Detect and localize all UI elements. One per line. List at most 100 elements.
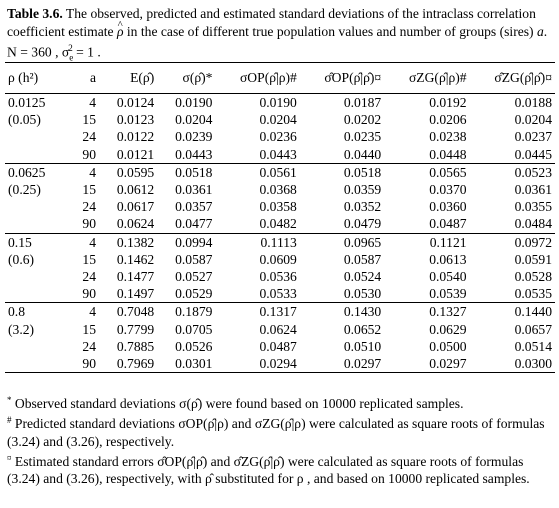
cell-a: 24 [82,129,96,145]
group-empty-cell [5,128,69,145]
table-caption: Table 3.6. The observed, predicted and e… [7,5,552,67]
cell-e: 0.1477 [116,269,155,285]
cell-zg: 0.0448 [384,145,470,164]
cell-op: 0.0624 [259,321,297,337]
caption-rho-hat: ρ [117,23,124,41]
footnote-3-mark: ¤ [7,452,12,463]
cell-zgh: 0.0514 [514,338,552,354]
caption-sup: 2 [68,43,73,53]
table-row: 0.8 4 0.7048 0.1879 0.1317 0.1430 0.1327 0.1440 [5,303,555,321]
cell-zgh: 0.0355 [514,199,552,215]
cell-op: 0.0482 [215,215,300,234]
cell-s: 0.0529 [157,285,216,304]
group-rho: 0.0125 [8,95,46,110]
caption-text-1: The observed, predicted and estimated st… [7,6,536,39]
footnote-3: ¤ Estimated standard errors σ̂OP(ρ̂|ρ̂) … [7,450,555,488]
cell-oph: 0.0524 [343,269,382,285]
cell-s: 0.1879 [175,304,213,320]
caption-text-4: = 1 . [72,44,101,60]
table-row: 90 0.7969 0.0301 0.0294 0.0297 0.0297 0.0300 [5,355,555,374]
cell-zg: 0.0500 [429,338,467,354]
cell-e: 0.1382 [116,234,155,250]
group-h2: (0.6) [8,251,35,267]
cell-e: 0.0123 [116,112,155,128]
cell-oph: 0.0965 [343,234,382,250]
caption-a: a [536,23,544,39]
group-rho: 0.15 [8,234,32,250]
cell-e: 0.7048 [116,304,155,320]
cell-oph: 0.0235 [343,129,382,145]
cell-op: 0.0204 [259,112,297,128]
cell-oph: 0.0187 [343,95,382,110]
cell-zgh: 0.0237 [514,129,552,145]
caption-text-2: in the case of different true population… [123,23,537,39]
footnote-2-text: Predicted standard deviations σOP(ρ̂|ρ) … [7,416,545,449]
group-empty-cell [5,338,69,355]
cell-oph: 0.0440 [299,145,385,164]
cell-oph: 0.0518 [343,164,382,180]
header-sigma-op: σOP(ρ̂|ρ)# [215,62,300,94]
cell-oph: 0.0202 [343,112,382,128]
caption-sub: e [69,52,74,63]
cell-op: 0.0536 [259,269,297,285]
cell-op: 0.0609 [259,251,297,267]
table-row: 90 0.0121 0.0443 0.0443 0.0440 0.0448 0.0445 [5,145,555,164]
cell-oph: 0.0297 [299,355,385,374]
table-row: (0.25) 15 0.0612 0.0361 0.0368 0.0359 0.0370 0.… [5,181,555,198]
cell-s: 0.0527 [175,269,213,285]
group-empty-cell [5,198,69,215]
caption-label: Table 3.6. [7,6,63,21]
footnote-1: * Observed standard deviations σ(ρ̂) wer… [7,392,555,412]
cell-op: 0.0368 [259,182,297,198]
cell-oph: 0.0652 [343,321,382,337]
cell-op: 0.0358 [259,199,297,215]
group-h2: (0.05) [8,112,41,128]
header-rho-h2: ρ (h²) [5,62,69,94]
cell-zg: 0.0613 [429,251,467,267]
cell-zgh: 0.0535 [469,285,555,304]
cell-zgh: 0.0300 [469,355,555,374]
group-empty-cell [5,215,69,234]
table-row: (3.2) 15 0.7799 0.0705 0.0624 0.0652 0.0629 0.0… [5,321,555,338]
caption-text-3: . N = 360 , σ [7,23,548,60]
cell-zgh: 0.0188 [514,95,552,110]
cell-op: 0.0561 [259,164,297,180]
table-row: 90 0.1497 0.0529 0.0533 0.0530 0.0539 0.0535 [5,285,555,304]
cell-e: 0.0122 [116,129,155,145]
table-row: (0.6) 15 0.1462 0.0587 0.0609 0.0587 0.0613 0.0… [5,251,555,268]
table-row: 24 0.7885 0.0526 0.0487 0.0510 0.0500 0.0514 [5,338,555,355]
cell-a: 15 [82,182,96,198]
cell-s: 0.0994 [175,234,213,250]
cell-zgh: 0.0523 [514,164,552,180]
cell-oph: 0.0352 [343,199,382,215]
cell-a: 90 [69,285,99,304]
group-empty-cell [5,355,69,374]
cell-a: 4 [89,95,96,110]
cell-s: 0.0443 [157,145,216,164]
cell-s: 0.0477 [157,215,216,234]
cell-zgh: 0.0484 [469,215,555,234]
results-table: ρ (h²) a E(ρ̂) σ(ρ̂)* σOP(ρ̂|ρ)# σ̂OP(ρ̂… [5,62,555,374]
cell-e: 0.7969 [99,355,158,374]
cell-s: 0.0357 [175,199,213,215]
cell-zg: 0.0539 [384,285,470,304]
group-empty-cell [5,145,69,164]
cell-e: 0.0124 [116,95,155,110]
cell-s: 0.0361 [175,182,213,198]
cell-s: 0.0239 [175,129,213,145]
cell-a: 15 [82,321,96,337]
cell-op: 0.0487 [259,338,297,354]
cell-e: 0.0612 [116,182,155,198]
group-h2: (0.25) [8,182,41,198]
footnote-1-text: Observed standard deviations σ(ρ̂) were … [11,396,464,411]
cell-a: 24 [82,269,96,285]
group-h2: (3.2) [8,321,35,337]
cell-zgh: 0.0361 [514,182,552,198]
cell-zgh: 0.0528 [514,269,552,285]
cell-a: 90 [69,215,99,234]
cell-oph: 0.0587 [343,251,382,267]
cell-a: 15 [82,112,96,128]
cell-op: 0.0443 [215,145,300,164]
header-sigma: σ(ρ̂)* [157,62,216,94]
